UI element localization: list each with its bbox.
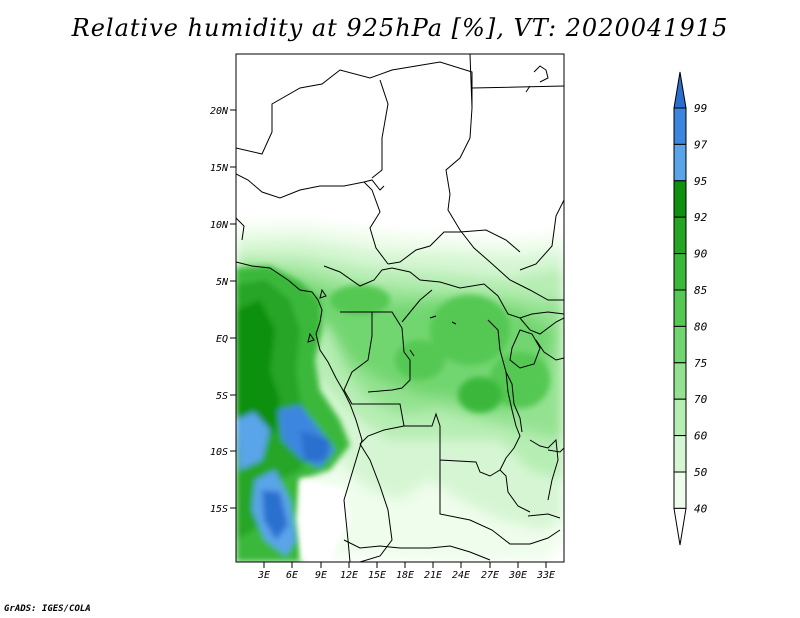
- colorbar-label: 95: [694, 175, 707, 188]
- colorbar-segment: [673, 362, 687, 400]
- lat-tick: 10N: [210, 220, 236, 231]
- colorbar-label: 70: [694, 393, 708, 406]
- lon-label: 21E: [424, 570, 442, 581]
- lon-tick: 30E: [508, 562, 527, 581]
- lon-tick: 21E: [424, 562, 442, 581]
- colorbar-label: 92: [694, 211, 708, 224]
- lon-tick: 27E: [481, 562, 499, 581]
- colorbar-segment: [673, 180, 687, 218]
- lon-label: 27E: [481, 570, 499, 581]
- lat-label: 5N: [216, 277, 229, 288]
- lat-tick: 10S: [210, 447, 236, 458]
- lat-label: EQ: [216, 334, 228, 345]
- colorbar-label: 75: [694, 357, 707, 370]
- map-title: Relative humidity at 925hPa [%], VT: 202…: [71, 14, 729, 42]
- colorbar-label: 90: [694, 248, 708, 261]
- lon-label: 12E: [340, 570, 358, 581]
- colorbar: 99 97 95 92 90 85 80 75 70 60 50 40: [673, 71, 708, 546]
- longitude-axis: 3E 6E 9E 12E 15E 18E 21E 24E 27E 30E 33E: [257, 562, 555, 581]
- lon-tick: 12E: [340, 562, 358, 581]
- lon-label: 33E: [536, 570, 555, 581]
- colorbar-label: 97: [694, 138, 708, 151]
- lat-label: 20N: [210, 106, 229, 117]
- colorbar-segment: [673, 107, 687, 145]
- lon-label: 3E: [257, 570, 270, 581]
- colorbar-label: 85: [694, 284, 707, 297]
- lon-tick: 6E: [286, 562, 298, 581]
- colorbar-label: 50: [694, 466, 708, 479]
- colorbar-label: 60: [694, 430, 708, 443]
- colorbar-bottom-arrow: [673, 507, 687, 546]
- colorbar-segment: [673, 325, 687, 364]
- lat-label: 15N: [210, 163, 229, 174]
- colorbar-segment: [673, 471, 687, 509]
- colorbar-segment: [673, 435, 687, 473]
- colorbar-segment: [673, 253, 687, 291]
- lon-label: 18E: [396, 570, 414, 581]
- lat-label: 10N: [210, 220, 229, 231]
- lon-tick: 9E: [315, 562, 327, 581]
- plot-frame: [235, 53, 565, 563]
- latitude-axis: 20N 15N 10N 5N EQ 5S 10S 15S: [210, 106, 236, 515]
- lon-tick: 3E: [257, 562, 270, 581]
- lon-label: 6E: [286, 570, 298, 581]
- lat-tick: 5S: [216, 391, 236, 402]
- colorbar-segment: [673, 398, 687, 437]
- colorbar-segment: [673, 216, 687, 255]
- colorbar-label: 80: [694, 320, 708, 333]
- lon-tick: 15E: [368, 562, 386, 581]
- colorbar-label: 40: [694, 502, 708, 515]
- lat-tick: 15N: [210, 163, 236, 174]
- lat-tick: EQ: [216, 334, 236, 345]
- grads-credit: GrADS: IGES/COLA: [4, 604, 91, 614]
- lon-label: 15E: [368, 570, 386, 581]
- lat-label: 10S: [210, 447, 228, 458]
- lon-label: 9E: [315, 570, 327, 581]
- lon-tick: 33E: [536, 562, 555, 581]
- country-borders: [236, 54, 564, 562]
- lat-tick: 5N: [216, 277, 236, 288]
- lat-tick: 15S: [210, 504, 236, 515]
- colorbar-segment: [673, 143, 687, 182]
- lat-tick: 20N: [210, 106, 236, 117]
- colorbar-segment: [673, 289, 687, 327]
- colorbar-label: 99: [694, 102, 707, 115]
- humidity-field: [236, 54, 564, 562]
- lon-tick: 18E: [396, 562, 414, 581]
- lat-label: 15S: [210, 504, 228, 515]
- lon-label: 30E: [508, 570, 527, 581]
- colorbar-top-arrow: [673, 71, 687, 109]
- lon-label: 24E: [452, 570, 470, 581]
- lon-tick: 24E: [452, 562, 470, 581]
- lat-label: 5S: [216, 391, 228, 402]
